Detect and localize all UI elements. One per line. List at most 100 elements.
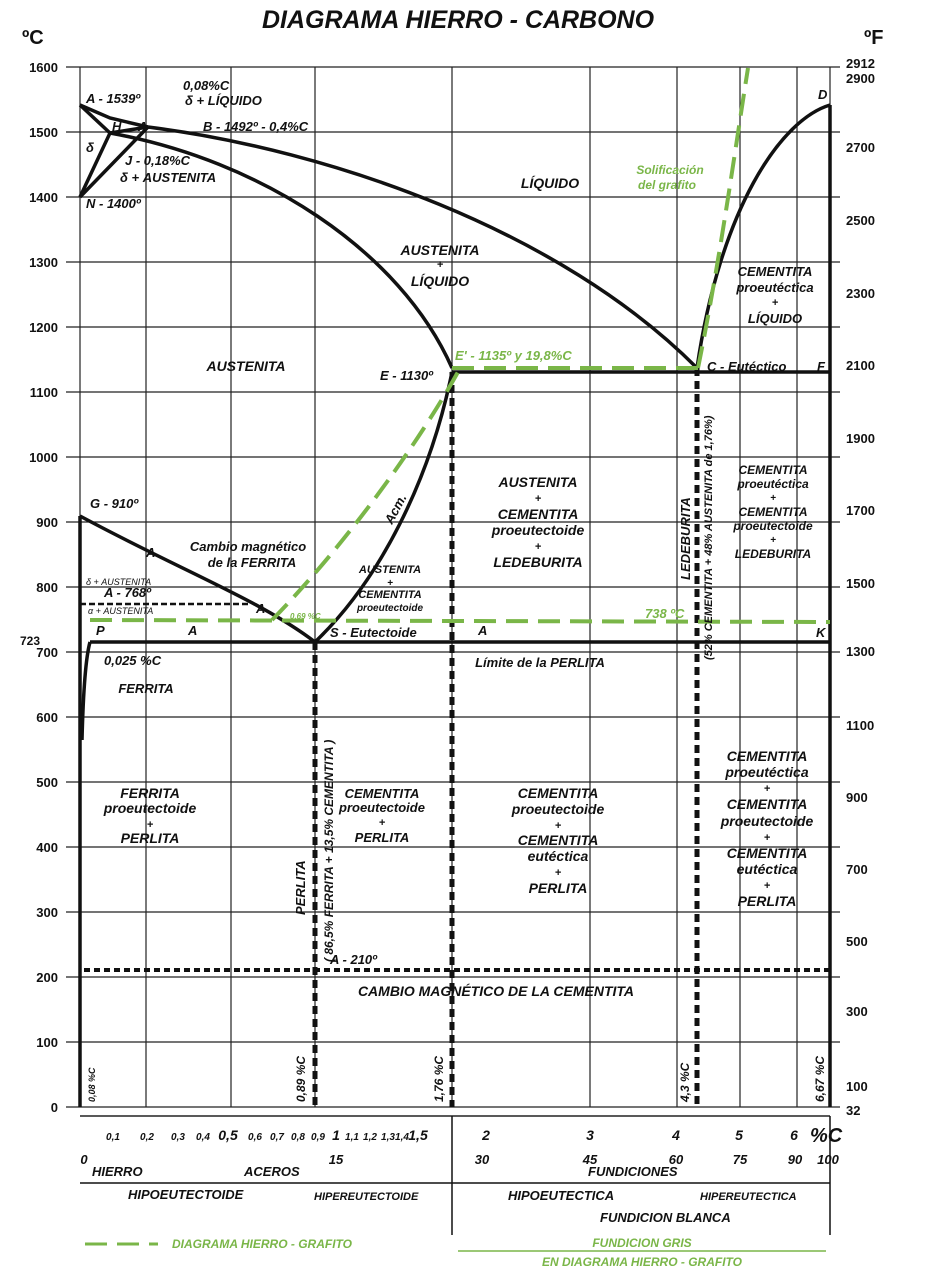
fahrenheit-tick: 2500 <box>846 213 875 228</box>
fahrenheit-tick: 1900 <box>846 431 875 446</box>
celsius-tick: 900 <box>36 515 58 530</box>
region-solif-2: del grafito <box>638 178 696 192</box>
celsius-unit: ºC <box>22 27 44 49</box>
region-cem-eut-7: PERLITA <box>529 880 588 896</box>
x-tick-secondary: 75 <box>733 1152 748 1167</box>
x-tick: 0,3 <box>171 1132 185 1143</box>
label-069: 0,69 %C <box>290 612 321 621</box>
label-d-liq: δ + LÍQUIDO <box>185 93 262 108</box>
region-cem-eut-1: CEMENTITA <box>518 785 599 801</box>
region-cem-all-8: eutéctica <box>737 861 798 877</box>
celsius-tick: 600 <box>36 710 58 725</box>
region-cem-all-2: proeutéctica <box>724 764 808 780</box>
region-perlita-v: PERLITA <box>293 860 308 915</box>
label-A3: A <box>145 545 155 560</box>
region-cem-all-4: CEMENTITA <box>727 796 808 812</box>
label-P: P <box>96 623 105 638</box>
region-aus-led-3: CEMENTITA <box>498 506 579 522</box>
x-tick: 1,4 <box>395 1132 409 1143</box>
label-v43: 4,3 %C <box>678 1062 692 1103</box>
x-tick: 6 <box>790 1127 798 1143</box>
x-tick-secondary: 60 <box>669 1152 684 1167</box>
region-aus-liq-3: LÍQUIDO <box>411 273 469 289</box>
label-fundiciones: FUNDICIONES <box>588 1164 678 1179</box>
label-hipoeutectica: HIPOEUTECTICA <box>508 1188 614 1203</box>
fahrenheit-tick: 1500 <box>846 576 875 591</box>
fahrenheit-unit: ºF <box>864 27 884 49</box>
region-cem-liq-2: proeutéctica <box>735 280 813 295</box>
fahrenheit-tick: 300 <box>846 1004 868 1019</box>
region-cem-eut-6: + <box>555 867 562 879</box>
fahrenheit-tick: 1300 <box>846 644 875 659</box>
region-austenita: AUSTENITA <box>205 358 285 374</box>
fahrenheit-tick: 2100 <box>846 358 875 373</box>
region-cambio-cem: CAMBIO MAGNÉTICO DE LA CEMENTITA <box>358 983 634 999</box>
region-aus-cem-3: CEMENTITA <box>358 589 421 601</box>
x-tick: 2 <box>481 1127 490 1143</box>
x-tick-labels: 0,1 0,2 0,3 0,4 0,5 0,6 0,7 0,8 0,9 1 1,1 1,2 1,3 1,4… <box>106 1127 798 1143</box>
graphite-eutectoid <box>89 618 831 624</box>
x-tick: 0,5 <box>218 1127 238 1143</box>
composition-dashes <box>312 368 700 1107</box>
celsius-tick: 1500 <box>29 125 58 140</box>
region-cem-all-9: + <box>764 880 771 892</box>
fahrenheit-tick: 1100 <box>846 718 874 733</box>
region-fer-per-2: proeutectoide <box>103 800 197 816</box>
region-cem-all-5: proeutectoide <box>720 813 814 829</box>
region-ferrita: FERRITA <box>118 681 173 696</box>
region-cem-led-5: proeutectoide <box>732 519 813 533</box>
celsius-tick: 1200 <box>29 320 58 335</box>
acm-line <box>313 371 454 644</box>
x-tick: 0,4 <box>196 1132 210 1143</box>
region-fer-per-1: FERRITA <box>120 785 180 801</box>
region-aus-led-4: proeutectoide <box>491 522 585 538</box>
fahrenheit-tick: 1700 <box>846 503 875 518</box>
label-G: G - 910º <box>90 496 139 511</box>
fahrenheit-tick: 700 <box>846 862 868 877</box>
label-A123: A <box>477 623 487 638</box>
fahrenheit-tick: 2300 <box>846 286 875 301</box>
label-v667: 6,67 %C <box>813 1056 827 1102</box>
label-N: N - 1400º <box>86 196 142 211</box>
region-cem-led-1: CEMENTITA <box>738 463 807 477</box>
region-cem-eut-5: eutéctica <box>528 848 589 864</box>
region-cem-led-2: proeutéctica <box>736 477 809 491</box>
x-tick: 0,8 <box>291 1132 305 1143</box>
region-cambio-1: Cambio magnético <box>190 539 306 554</box>
A3-line <box>79 514 317 644</box>
celsius-tick: 100 <box>36 1035 58 1050</box>
region-cambio-2: de la FERRITA <box>208 555 297 570</box>
label-v089: 0,89 %C <box>294 1056 308 1102</box>
label-dA2: α + AUSTENITA <box>88 606 153 616</box>
phase-lines <box>78 103 832 1107</box>
x-tick: 0,1 <box>106 1132 120 1143</box>
celsius-tick: 500 <box>36 775 58 790</box>
region-aus-liq-1: AUSTENITA <box>399 242 479 258</box>
delta-HN <box>78 132 112 198</box>
celsius-tick: 300 <box>36 905 58 920</box>
region-aus-cem-1: AUSTENITA <box>358 564 421 576</box>
label-fundicion-gris-2: EN DIAGRAMA HIERRO - GRAFITO <box>542 1255 743 1269</box>
x-tick: 1,1 <box>345 1132 359 1143</box>
label-D: D <box>818 87 828 102</box>
label-A0: A - 210º <box>329 952 378 967</box>
region-cem-all-3: + <box>764 783 771 795</box>
fahrenheit-tick: 2900 <box>846 71 875 86</box>
graphite-liquidus <box>696 67 750 369</box>
label-h008: 0,08%C <box>183 78 230 93</box>
label-v008: 0,08 %C <box>87 1067 97 1102</box>
region-liquido: LÍQUIDO <box>521 175 579 191</box>
bottom-labels: HIERRO ACEROS FUNDICIONES HIPOEUTECTOIDE… <box>92 1164 797 1225</box>
region-cem-per-2: proeutectoide <box>338 800 425 815</box>
solidus-HJB <box>109 125 149 135</box>
x-tick-secondary: 0 <box>80 1152 88 1167</box>
label-hipereutectoide: HIPEREUTECTOIDE <box>314 1191 419 1203</box>
region-solif-1: Solificación <box>636 163 703 177</box>
region-aus-led-6: LEDEBURITA <box>493 554 582 570</box>
celsius-tick: 1600 <box>29 60 58 75</box>
fahrenheit-tick: 500 <box>846 934 868 949</box>
x-tick: 1 <box>332 1127 340 1143</box>
label-F: F <box>817 359 826 374</box>
x-tick: 0,9 <box>311 1132 325 1143</box>
x-tick-secondary: 45 <box>582 1152 598 1167</box>
